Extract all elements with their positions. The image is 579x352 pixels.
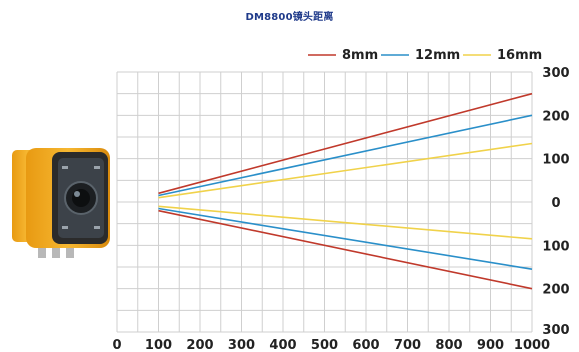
chart-title: DM8800镜头距离 [245, 12, 334, 23]
legend-label-8mm: 8mm [342, 48, 378, 63]
x-tick-label: 900 [477, 338, 504, 352]
series-line-16mm-upper [158, 142, 533, 199]
x-tick-label: 200 [186, 338, 213, 352]
x-tick-label: 500 [311, 338, 338, 352]
series-line-12mm-upper [158, 114, 533, 197]
y-tick-label: 300 [542, 323, 569, 338]
y-tick-label: 100 [542, 239, 569, 254]
y-axis-ticks: 300 200 100 0 100 200 300 [542, 66, 569, 338]
y-tick-label: 200 [542, 283, 569, 298]
y-tick-label: 0 [551, 196, 560, 211]
y-tick-label: 100 [542, 153, 569, 168]
series-layer [158, 92, 533, 290]
legend-label-12mm: 12mm [415, 48, 460, 63]
camera-icon [12, 148, 110, 258]
x-tick-label: 400 [269, 338, 296, 352]
series-line-8mm-upper [158, 92, 533, 195]
y-tick-label: 300 [542, 66, 569, 81]
x-tick-label: 0 [112, 338, 121, 352]
x-tick-label: 300 [228, 338, 255, 352]
legend-label-16mm: 16mm [497, 48, 542, 63]
series-line-8mm-lower [158, 209, 533, 290]
x-tick-label: 100 [145, 338, 172, 352]
series-line-12mm-lower [158, 207, 533, 270]
grid [116, 71, 533, 333]
x-tick-label: 700 [394, 338, 421, 352]
legend: 8mm 12mm 16mm [308, 48, 542, 63]
y-tick-label: 200 [542, 109, 569, 124]
x-tick-label: 1000 [514, 338, 550, 352]
x-tick-label: 800 [435, 338, 462, 352]
series-line-16mm-lower [158, 205, 533, 240]
x-tick-label: 600 [352, 338, 379, 352]
x-axis-ticks: 0 100 200 300 400 500 600 700 800 900 1000 [112, 338, 550, 352]
